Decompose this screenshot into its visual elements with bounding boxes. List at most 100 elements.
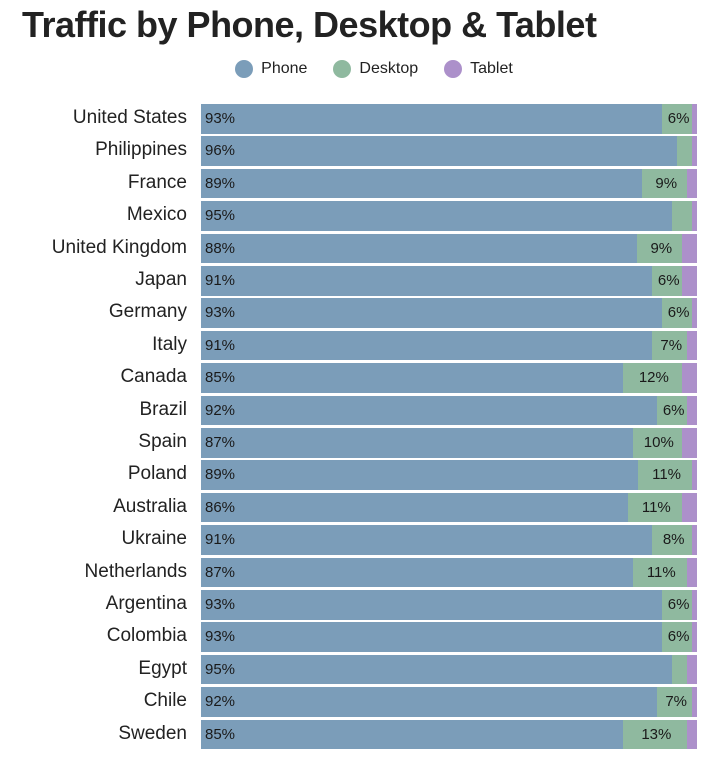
category-label-spain: Spain [138,431,187,452]
data-label-phone-brazil: 92% [205,401,236,419]
bar-desktop-united-kingdom [637,233,683,264]
bar-phone-netherlands [201,557,633,588]
bar-phone-sweden [201,719,623,750]
legend-swatch-desktop [333,60,352,78]
bar-tablet-philippines [692,136,697,166]
category-label-sweden: Sweden [118,722,187,744]
data-label-phone-argentina: 93% [205,596,236,613]
category-label-united-kingdom: United Kingdom [51,236,187,258]
bar-tablet-italy [687,330,697,361]
bar-phone-mexico [201,201,673,231]
bar-desktop-egypt [672,654,688,685]
legend-swatch-phone [235,60,254,78]
legend-swatch-tablet [444,60,463,78]
category-label-argentina: Argentina [105,593,187,614]
bar-desktop-brazil [657,395,688,426]
bar-phone-united-kingdom [201,233,638,264]
category-label-mexico: Mexico [126,204,187,226]
category-label-brazil: Brazil [139,398,187,420]
bar-tablet-united-kingdom [682,233,697,264]
data-label-desktop-colombia: 6% [667,628,690,646]
chart-title: Traffic by Phone, Desktop & Tablet [22,4,597,45]
data-label-phone-netherlands: 87% [205,563,236,581]
legend-label-tablet: Tablet [470,60,513,77]
data-label-phone-poland: 89% [205,466,236,484]
bar-tablet-united-states [692,104,697,134]
bar-desktop-sweden [622,719,688,750]
data-label-phone-united-kingdom: 88% [205,239,236,257]
bar-desktop-united-states [662,104,693,134]
bar-desktop-mexico [672,201,693,231]
bar-tablet-egypt [687,654,697,685]
bar-phone-canada [201,363,623,393]
data-label-desktop-netherlands: 11% [646,563,676,581]
category-label-france: France [127,171,187,193]
bar-tablet-colombia [692,622,697,652]
bar-desktop-colombia [662,622,693,652]
data-label-desktop-chile: 7% [665,693,688,711]
data-label-desktop-united-kingdom: 9% [650,239,673,257]
data-label-desktop-japan: 6% [657,272,680,289]
bar-tablet-spain [682,428,697,458]
legend: Phone Desktop Tablet [0,60,728,78]
data-label-phone-mexico: 95% [205,207,236,225]
bar-phone-egypt [201,654,673,685]
category-label-egypt: Egypt [138,657,187,679]
bar-tablet-sweden [687,719,697,750]
bar-tablet-brazil [687,395,697,426]
legend-label-phone: Phone [261,60,308,77]
data-label-desktop-australia: 11% [641,498,671,516]
bar-tablet-netherlands [687,557,697,588]
bar-tablet-chile [692,687,697,717]
bar-phone-spain [201,428,633,458]
bar-desktop-australia [627,492,683,523]
bar-tablet-japan [682,266,697,296]
category-label-united-states: United States [72,107,187,128]
bar-tablet-argentina [692,590,697,620]
bar-phone-italy [201,330,653,361]
data-label-desktop-ukraine: 8% [662,531,685,549]
bar-tablet-mexico [692,201,697,231]
bar-phone-germany [201,298,663,328]
category-label-canada: Canada [120,366,187,388]
bar-phone-brazil [201,395,658,426]
data-label-phone-colombia: 93% [205,628,236,646]
data-label-desktop-poland: 11% [652,466,682,484]
data-label-phone-italy: 91% [205,336,236,354]
legend-label-desktop: Desktop [359,60,419,77]
bar-tablet-canada [682,363,697,393]
data-label-desktop-argentina: 6% [667,596,690,613]
bar-desktop-argentina [662,590,693,620]
bar-phone-japan [201,266,653,296]
category-label-ukraine: Ukraine [121,528,187,550]
legend-item-desktop: Desktop [333,60,418,78]
bar-tablet-poland [692,460,697,490]
bar-tablet-australia [682,492,697,523]
bar-desktop-canada [622,363,683,393]
bar-desktop-netherlands [632,557,688,588]
data-label-phone-philippines: 96% [205,142,236,160]
data-label-phone-germany: 93% [205,304,236,322]
bar-phone-france [201,168,643,199]
bar-tablet-germany [692,298,697,328]
bar-tablet-france [687,168,697,199]
category-label-chile: Chile [143,690,187,712]
data-label-phone-chile: 92% [205,693,236,711]
data-label-desktop-italy: 7% [660,336,683,354]
data-label-desktop-united-states: 6% [667,110,690,127]
data-label-phone-spain: 87% [205,434,236,451]
data-label-desktop-spain: 10% [643,434,674,451]
bar-phone-united-states [201,104,663,134]
data-label-desktop-germany: 6% [667,304,690,322]
data-label-phone-united-states: 93% [205,110,236,127]
data-label-desktop-canada: 12% [638,369,669,387]
category-label-philippines: Philippines [95,139,187,161]
bar-desktop-spain [632,428,683,458]
data-label-phone-canada: 85% [205,369,236,387]
data-label-phone-japan: 91% [205,272,236,289]
bar-phone-poland [201,460,639,490]
category-label-australia: Australia [113,495,187,517]
category-label-colombia: Colombia [106,625,187,647]
bar-phone-philippines [201,136,678,166]
